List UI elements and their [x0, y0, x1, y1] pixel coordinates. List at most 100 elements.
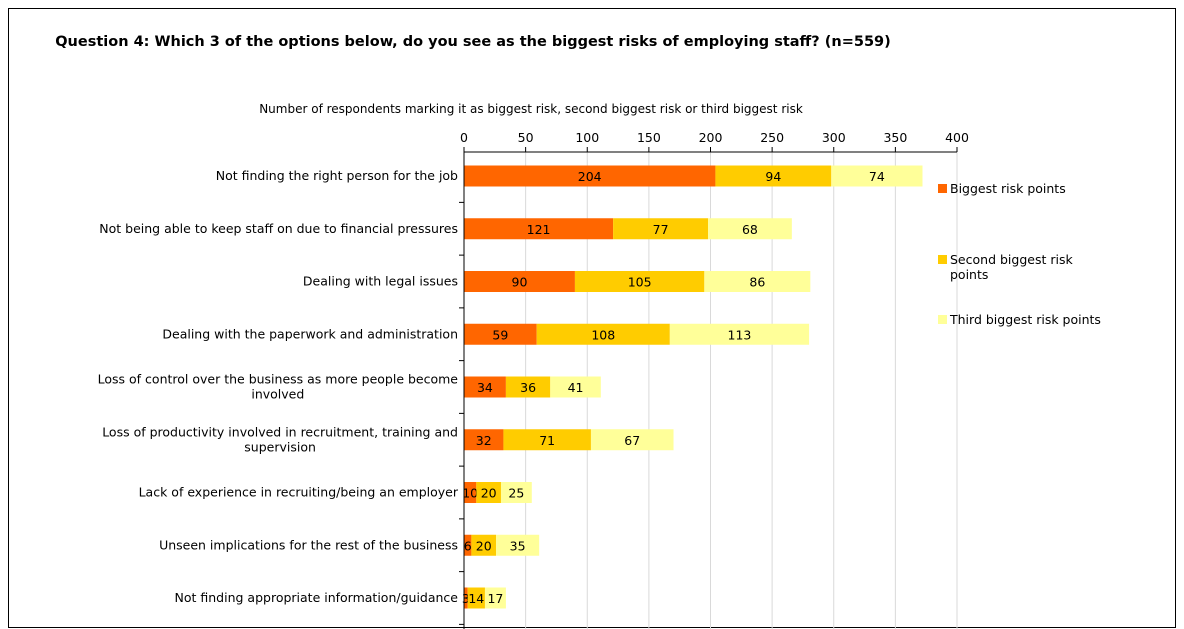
- data-label: 3: [462, 591, 470, 606]
- stacked-bar-chart: Question 4: Which 3 of the options below…: [55, 34, 1101, 629]
- bar-segment: [715, 165, 832, 187]
- data-label: 17: [487, 591, 503, 606]
- data-label: 6: [464, 538, 472, 553]
- category-label: Not finding the right person for the job: [216, 168, 458, 183]
- category-label: Not being able to keep staff on due to f…: [99, 221, 458, 236]
- bar-segment: [464, 165, 716, 187]
- x-tick-label: 50: [518, 130, 534, 145]
- category-labels: Not finding the right person for the job…: [98, 168, 459, 605]
- x-tick-label: 0: [460, 130, 468, 145]
- data-label: 14: [468, 591, 484, 606]
- data-label: 35: [510, 538, 526, 553]
- category-label-line: Dealing with legal issues: [303, 274, 458, 289]
- category-label-line: Dealing with the paperwork and administr…: [162, 326, 458, 341]
- category-label-line: Not finding appropriate information/guid…: [175, 590, 459, 605]
- data-label: 25: [508, 486, 524, 501]
- bar-segment: [496, 534, 540, 556]
- data-label: 68: [742, 222, 758, 237]
- category-label: Unseen implications for the rest of the …: [159, 537, 458, 552]
- category-label-line: Loss of productivity involved in recruit…: [102, 424, 458, 439]
- data-label: 20: [481, 486, 497, 501]
- bar-segment: [505, 376, 551, 398]
- category-label: Dealing with legal issues: [303, 274, 458, 289]
- legend-label-line: Second biggest risk: [950, 252, 1073, 267]
- category-label-line: involved: [251, 387, 304, 402]
- bar-segment: [574, 271, 705, 292]
- category-label-line: Lack of experience in recruiting/being a…: [139, 485, 459, 500]
- bar-segment: [464, 429, 504, 451]
- chart-title: Question 4: Which 3 of the options below…: [55, 34, 891, 50]
- bar-segment: [464, 323, 537, 345]
- bar-segment: [704, 271, 811, 292]
- bar-segment: [464, 482, 477, 503]
- bar-segment: [503, 429, 591, 451]
- bar-segment: [464, 534, 472, 556]
- category-label: Loss of control over the business as mor…: [98, 372, 459, 402]
- bar-segment: [550, 376, 601, 398]
- data-label: 108: [591, 327, 615, 342]
- category-label-line: Loss of control over the business as mor…: [98, 372, 459, 387]
- data-label: 86: [749, 275, 765, 290]
- data-label: 204: [578, 169, 602, 184]
- x-tick-label: 100: [575, 130, 599, 145]
- legend-label-line: Biggest risk points: [950, 181, 1066, 196]
- data-label: 94: [765, 169, 781, 184]
- chart-frame: Question 4: Which 3 of the options below…: [8, 8, 1176, 629]
- data-label: 41: [568, 380, 584, 395]
- bar-segment: [467, 587, 485, 609]
- bar-segment: [613, 218, 709, 240]
- category-label: Not finding appropriate information/guid…: [175, 590, 459, 605]
- category-label-line: supervision: [244, 439, 316, 454]
- category-label-line: Not finding the right person for the job: [216, 168, 458, 183]
- x-axis-title: Number of respondents marking it as bigg…: [259, 102, 803, 116]
- category-label: Lack of experience in recruiting/being a…: [139, 485, 459, 500]
- legend-label: Third biggest risk points: [949, 312, 1101, 327]
- legend-label-line: Third biggest risk points: [949, 312, 1101, 327]
- x-tick-label: 200: [699, 130, 723, 145]
- data-label: 77: [653, 222, 669, 237]
- bar-segment: [708, 218, 792, 240]
- bar-segment: [484, 587, 506, 609]
- bar-segment: [471, 534, 497, 556]
- legend-label: Biggest risk points: [950, 181, 1066, 196]
- bar-segment: [831, 165, 923, 187]
- bar-segment: [536, 323, 670, 345]
- data-label: 71: [539, 433, 555, 448]
- data-label: 20: [476, 538, 492, 553]
- data-label: 67: [624, 433, 640, 448]
- x-tick-label: 250: [760, 130, 784, 145]
- bar-segment: [669, 323, 810, 345]
- data-label: 59: [492, 327, 508, 342]
- category-label: Loss of productivity involved in recruit…: [102, 424, 458, 454]
- data-label: 113: [728, 327, 752, 342]
- bar-segment: [464, 271, 575, 292]
- data-label: 10: [462, 486, 478, 501]
- x-tick-label: 400: [945, 130, 969, 145]
- x-tick-label: 300: [822, 130, 846, 145]
- data-label: 90: [512, 275, 528, 290]
- data-label: 36: [520, 380, 536, 395]
- bar-segment: [590, 429, 674, 451]
- bar-segment: [464, 218, 614, 240]
- axes: 0 50 100 150 200 250 300 350 400: [459, 130, 969, 629]
- category-label: Dealing with the paperwork and administr…: [162, 326, 458, 341]
- legend: Biggest risk points Second biggest risk po…: [938, 181, 1101, 327]
- data-label: 121: [527, 222, 551, 237]
- bar-segment: [464, 376, 506, 398]
- category-label-line: Unseen implications for the rest of the …: [159, 537, 458, 552]
- legend-swatch: [938, 255, 947, 264]
- bar-segment: [476, 482, 501, 503]
- legend-label: Second biggest risk points: [950, 252, 1073, 282]
- legend-label-line: points: [950, 267, 988, 282]
- x-tick-label: 150: [637, 130, 661, 145]
- legend-swatch: [938, 315, 947, 324]
- category-label-line: Not being able to keep staff on due to f…: [99, 221, 458, 236]
- x-tick-label: 350: [883, 130, 907, 145]
- data-label: 74: [869, 169, 885, 184]
- data-label: 105: [628, 275, 652, 290]
- bar-segment: [464, 587, 468, 609]
- bar-segment: [500, 482, 532, 503]
- data-label: 32: [476, 433, 492, 448]
- legend-swatch: [938, 184, 947, 193]
